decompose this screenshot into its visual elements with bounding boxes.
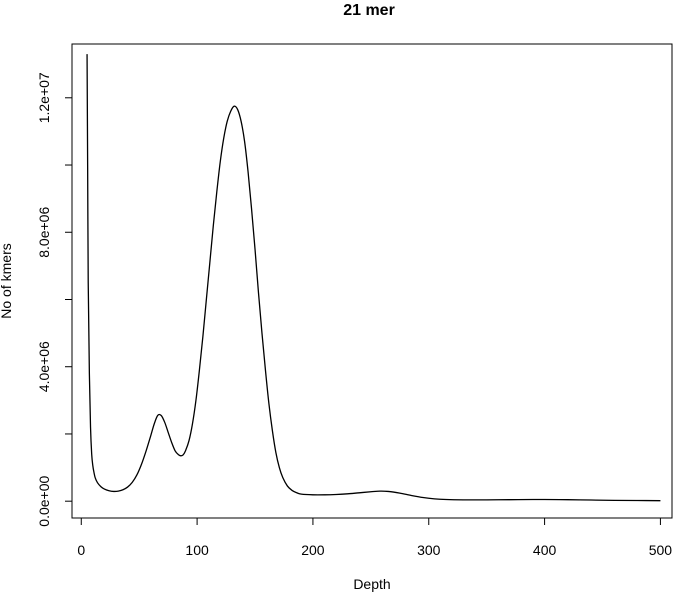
x-tick-label: 500 bbox=[649, 542, 673, 558]
y-tick-label: 8.0e+06 bbox=[36, 207, 52, 258]
x-axis: 0 100 200 300 400 500 bbox=[77, 517, 673, 558]
y-tick-label: 4.0e+06 bbox=[36, 341, 52, 392]
series-line bbox=[86, 54, 661, 502]
x-axis-label: Depth bbox=[353, 576, 390, 592]
chart-title: 21 mer bbox=[343, 2, 395, 19]
y-axis: 0.0e+00 4.0e+06 8.0e+06 1.2e+07 bbox=[36, 72, 73, 527]
x-tick-label: 400 bbox=[533, 542, 557, 558]
y-axis-label: No of kmers bbox=[0, 243, 14, 318]
x-tick-label: 100 bbox=[185, 542, 209, 558]
x-tick-label: 300 bbox=[417, 542, 441, 558]
y-tick-label: 1.2e+07 bbox=[36, 72, 52, 123]
plot-area-frame bbox=[71, 43, 673, 519]
y-tick-label: 0.0e+00 bbox=[36, 475, 52, 526]
series-layer bbox=[86, 54, 661, 502]
x-tick-label: 0 bbox=[77, 542, 85, 558]
x-tick-label: 200 bbox=[301, 542, 325, 558]
